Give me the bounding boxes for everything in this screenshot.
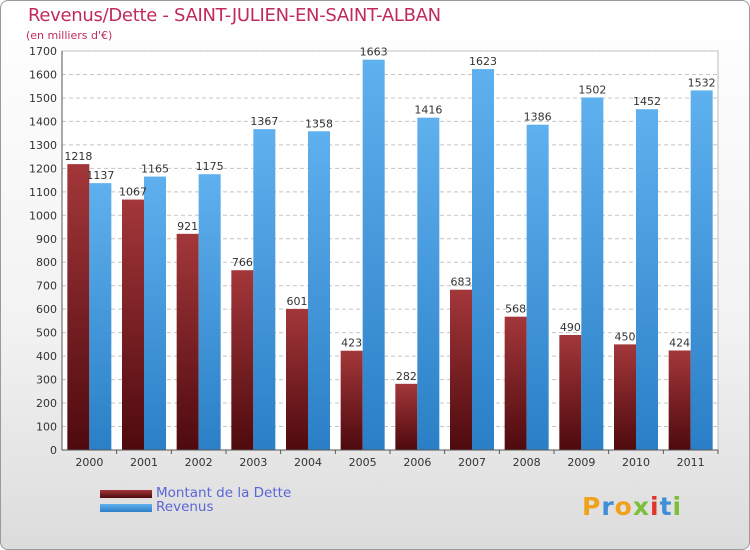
data-label-dette: 683	[451, 276, 472, 289]
data-label-dette: 1218	[64, 150, 92, 163]
y-tick-label: 1700	[29, 45, 57, 58]
y-tick-label: 1200	[29, 162, 57, 175]
logo-letter: i	[672, 492, 683, 521]
y-tick-label: 400	[36, 350, 57, 363]
data-label-dette: 490	[560, 321, 581, 334]
data-label-dette: 568	[505, 303, 526, 316]
bar-revenus	[690, 90, 713, 450]
data-label-revenus: 1175	[196, 160, 224, 173]
bar-revenus	[581, 97, 604, 450]
data-label-revenus: 1367	[250, 115, 278, 128]
logo-letter: t	[659, 492, 673, 521]
plot-area	[61, 50, 719, 451]
y-tick-label: 1500	[29, 92, 57, 105]
y-tick-label: 1400	[29, 115, 57, 128]
bar-revenus	[472, 69, 494, 450]
x-tick-label: 2006	[403, 456, 431, 469]
bar-dette	[559, 334, 582, 450]
y-tick-label: 500	[36, 327, 57, 340]
y-tick-label: 1300	[29, 139, 57, 152]
data-label-dette: 1067	[119, 186, 147, 199]
bar-dette	[286, 308, 308, 450]
proxiti-logo: Proxiti	[582, 492, 682, 521]
y-tick-label: 100	[36, 421, 57, 434]
x-tick-label: 2004	[294, 456, 322, 469]
logo-letter: P	[582, 492, 602, 521]
bar-revenus	[308, 131, 330, 450]
data-label-dette: 423	[341, 337, 362, 350]
bar-revenus	[636, 109, 658, 450]
bar-dette	[231, 270, 254, 450]
y-tick-label: 1000	[29, 209, 57, 222]
bar-revenus	[417, 117, 440, 451]
bar-revenus	[253, 129, 276, 451]
y-tick-label: 600	[36, 303, 57, 316]
logo-letter: o	[614, 492, 633, 521]
y-tick-label: 200	[36, 397, 57, 410]
bar-dette	[395, 383, 418, 450]
bar-dette	[614, 344, 636, 450]
data-label-dette: 766	[232, 256, 253, 269]
x-tick-label: 2000	[75, 456, 103, 469]
x-tick-label: 2008	[513, 456, 541, 469]
bar-revenus	[526, 124, 549, 451]
data-label-revenus: 1663	[360, 46, 388, 59]
data-label-revenus: 1386	[524, 111, 552, 124]
y-tick-label: 900	[36, 233, 57, 246]
x-tick-label: 2007	[458, 456, 486, 469]
logo-letter: i	[650, 492, 660, 521]
data-label-dette: 424	[669, 336, 690, 349]
y-tick-label: 1600	[29, 68, 57, 81]
x-tick-label: 2003	[239, 456, 267, 469]
data-label-revenus: 1358	[305, 117, 333, 130]
bar-dette	[450, 289, 472, 450]
logo-letter: r	[601, 492, 615, 521]
bar-dette	[504, 316, 527, 450]
bar-dette	[122, 199, 144, 450]
bar-dette	[176, 233, 199, 450]
x-tick-label: 2002	[185, 456, 213, 469]
legend-swatch-dette	[100, 490, 152, 498]
logo-letter: x	[632, 492, 650, 521]
bar-revenus	[198, 174, 221, 450]
x-tick-label: 2001	[130, 456, 158, 469]
bar-revenus	[89, 183, 112, 450]
legend-label-dette: Montant de la Dette	[156, 485, 292, 501]
y-tick-label: 700	[36, 280, 57, 293]
x-tick-label: 2009	[567, 456, 595, 469]
legend-swatch-revenus	[100, 504, 152, 512]
bar-revenus	[362, 59, 385, 451]
x-tick-label: 2005	[349, 456, 377, 469]
data-label-revenus: 1416	[414, 104, 442, 117]
chart-subtitle: (en milliers d'€)	[26, 29, 113, 42]
legend-label-revenus: Revenus	[156, 499, 214, 515]
data-label-dette: 921	[177, 220, 198, 233]
data-label-revenus: 1532	[688, 76, 716, 89]
data-label-dette: 601	[287, 295, 308, 308]
data-label-revenus: 1502	[578, 83, 606, 96]
data-label-dette: 282	[396, 370, 417, 383]
data-label-dette: 450	[615, 330, 636, 343]
chart-title: Revenus/Dette - SAINT-JULIEN-EN-SAINT-AL…	[28, 5, 441, 26]
bar-revenus	[144, 176, 166, 451]
data-label-revenus: 1623	[469, 55, 497, 68]
x-tick-label: 2010	[622, 456, 650, 469]
y-tick-label: 0	[50, 444, 57, 457]
y-tick-label: 1100	[29, 186, 57, 199]
bar-dette	[67, 164, 90, 450]
bar-dette	[668, 350, 691, 450]
data-label-revenus: 1452	[633, 95, 661, 108]
data-label-revenus: 1137	[86, 169, 114, 182]
x-tick-label: 2011	[677, 456, 705, 469]
data-label-revenus: 1165	[141, 163, 169, 176]
y-tick-label: 800	[36, 256, 57, 269]
y-tick-label: 300	[36, 374, 57, 387]
bar-dette	[340, 350, 363, 450]
